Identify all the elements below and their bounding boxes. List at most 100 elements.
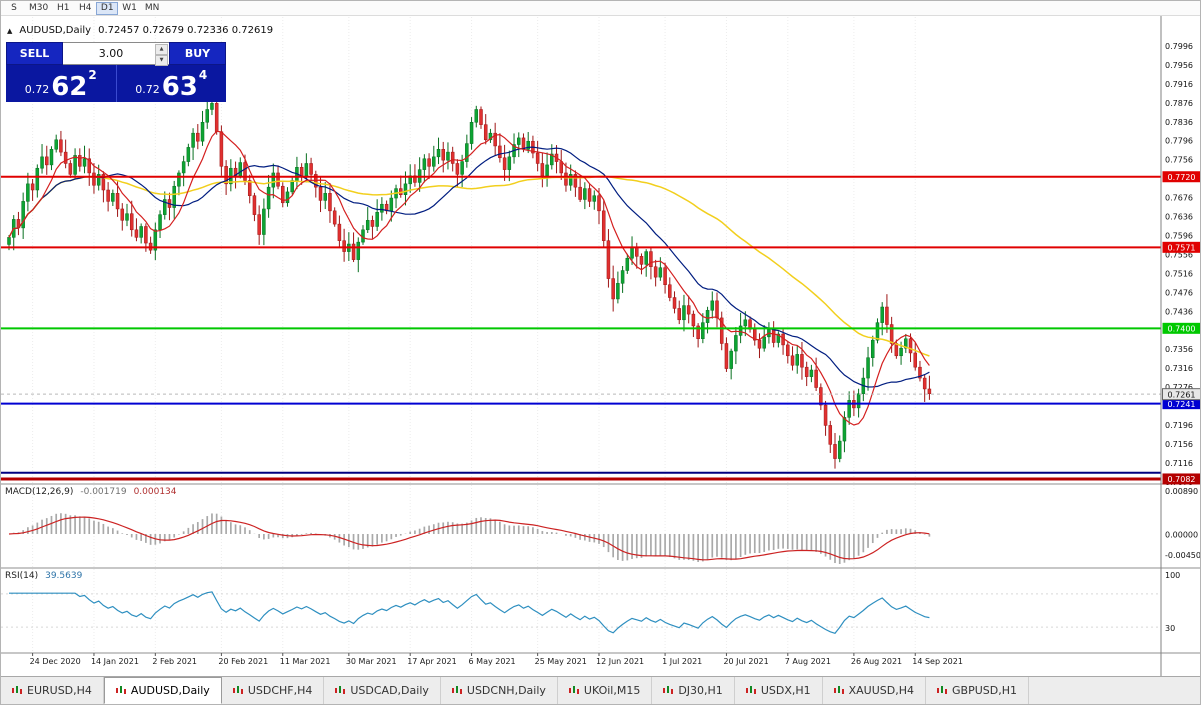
svg-text:0.7156: 0.7156 bbox=[1165, 440, 1193, 449]
svg-text:0.7276: 0.7276 bbox=[1165, 383, 1193, 392]
svg-text:100: 100 bbox=[1165, 571, 1180, 580]
chart-tab-usdcnh-daily[interactable]: USDCNH,Daily bbox=[441, 677, 558, 704]
chart-symbol-period: AUDUSD,Daily bbox=[19, 25, 92, 36]
chart-tab-usdcad-daily[interactable]: USDCAD,Daily bbox=[324, 677, 441, 704]
axes: 0.7996 0.7956 0.7916 0.7876 0.7836 0.7796 0.77… bbox=[1, 15, 1201, 678]
moving-averages bbox=[8, 130, 930, 426]
rsi-value: 39.5639 bbox=[45, 571, 83, 581]
chart-ohlc-values: 0.72457 0.72679 0.72336 0.72619 bbox=[98, 25, 274, 36]
chart-icon bbox=[833, 686, 844, 694]
trade-prices-row: 0.72 62 2 0.72 63 4 bbox=[6, 65, 226, 102]
volume-spinner: ▲ ▼ bbox=[155, 44, 168, 66]
rsi-name: RSI(14) bbox=[5, 571, 39, 581]
svg-text:0.7356: 0.7356 bbox=[1165, 345, 1193, 354]
svg-text:0.7476: 0.7476 bbox=[1165, 288, 1193, 297]
rsi-panel bbox=[1, 591, 1161, 634]
timeframe-button-w1[interactable]: W1 bbox=[118, 2, 141, 15]
svg-text:0.7636: 0.7636 bbox=[1165, 213, 1193, 222]
time-axis: 24 Dec 2020 14 Jan 2021 2 Feb 2021 20 Feb 2… bbox=[30, 653, 963, 666]
svg-text:20 Feb 2021: 20 Feb 2021 bbox=[218, 657, 268, 666]
buy-price-prefix: 0.72 bbox=[135, 83, 160, 96]
svg-text:0.7796: 0.7796 bbox=[1165, 137, 1193, 146]
chart-tab-gbpusd-h1[interactable]: GBPUSD,H1 bbox=[926, 677, 1029, 704]
candles bbox=[7, 93, 932, 469]
svg-text:0.7876: 0.7876 bbox=[1165, 99, 1193, 108]
chart-icon bbox=[937, 686, 948, 694]
chart-tab-eurusd-h4[interactable]: EURUSD,H4 bbox=[1, 677, 104, 704]
timeframe-button-h1[interactable]: H1 bbox=[52, 2, 74, 15]
sell-button[interactable]: SELL bbox=[6, 42, 63, 65]
macd-indicator-label: MACD(12,26,9) -0.001719 0.000134 bbox=[5, 487, 177, 497]
svg-text:0.7316: 0.7316 bbox=[1165, 364, 1193, 373]
chart-tab-ukoil-m15[interactable]: UKOil,M15 bbox=[558, 677, 653, 704]
chart-tab-label: XAUUSD,H4 bbox=[848, 684, 915, 697]
timeframe-button-m30[interactable]: M30 bbox=[25, 2, 52, 15]
chart-tab-label: USDCHF,H4 bbox=[247, 684, 313, 697]
buy-price-display[interactable]: 0.72 63 4 bbox=[115, 65, 226, 102]
svg-text:0.7596: 0.7596 bbox=[1165, 231, 1193, 240]
chart-tab-xauusd-h4[interactable]: XAUUSD,H4 bbox=[823, 677, 927, 704]
one-click-trading-toggle-icon[interactable]: ▲ bbox=[7, 26, 13, 35]
sell-price-display[interactable]: 0.72 62 2 bbox=[6, 65, 116, 102]
chart-tab-label: USDCAD,Daily bbox=[350, 684, 429, 697]
svg-text:0.7720: 0.7720 bbox=[1168, 173, 1196, 182]
horizontal-level-lines bbox=[1, 175, 1161, 481]
one-click-trading-panel: SELL 3.00 ▲ ▼ BUY 0.72 62 2 0.72 63 4 bbox=[6, 42, 226, 102]
sell-price-big: 62 bbox=[51, 72, 88, 102]
svg-text:0.7836: 0.7836 bbox=[1165, 118, 1193, 127]
chart-tab-dj30-h1[interactable]: DJ30,H1 bbox=[652, 677, 735, 704]
timeframe-button-h4[interactable]: H4 bbox=[74, 2, 96, 15]
svg-text:0.7516: 0.7516 bbox=[1165, 269, 1193, 278]
chart-tab-usdchf-h4[interactable]: USDCHF,H4 bbox=[222, 677, 325, 704]
chart-tab-usdx-h1[interactable]: USDX,H1 bbox=[735, 677, 823, 704]
chart-tab-audusd-daily[interactable]: AUDUSD,Daily bbox=[103, 677, 222, 704]
svg-text:12 Jun 2021: 12 Jun 2021 bbox=[596, 657, 644, 666]
svg-text:0.7556: 0.7556 bbox=[1165, 250, 1193, 259]
svg-text:0.00000: 0.00000 bbox=[1165, 531, 1198, 540]
chart-title: ▲ AUDUSD,Daily 0.72457 0.72679 0.72336 0… bbox=[7, 25, 273, 36]
volume-input[interactable]: 3.00 ▲ ▼ bbox=[63, 42, 169, 66]
svg-text:7 Aug 2021: 7 Aug 2021 bbox=[785, 657, 831, 666]
chart-tab-label: DJ30,H1 bbox=[678, 684, 723, 697]
svg-text:6 May 2021: 6 May 2021 bbox=[469, 657, 516, 666]
rsi-indicator-label: RSI(14) 39.5639 bbox=[5, 571, 82, 581]
svg-text:0.7196: 0.7196 bbox=[1165, 421, 1193, 430]
svg-text:0.00890: 0.00890 bbox=[1165, 487, 1198, 496]
chart-tab-label: UKOil,M15 bbox=[583, 684, 641, 697]
timeframe-button-d1[interactable]: D1 bbox=[96, 1, 119, 15]
buy-price-big: 63 bbox=[161, 72, 198, 102]
svg-text:0.7082: 0.7082 bbox=[1168, 475, 1196, 484]
sell-price-sup: 2 bbox=[88, 68, 97, 82]
timeframe-button-mn[interactable]: MN bbox=[141, 2, 164, 15]
svg-text:30: 30 bbox=[1165, 624, 1175, 633]
chart-icon bbox=[115, 686, 126, 694]
buy-button[interactable]: BUY bbox=[169, 42, 226, 65]
svg-text:24 Dec 2020: 24 Dec 2020 bbox=[30, 657, 81, 666]
timeframe-button-s[interactable]: S bbox=[3, 2, 25, 15]
volume-increase-button[interactable]: ▲ bbox=[155, 44, 168, 55]
chart-icon bbox=[568, 686, 579, 694]
svg-text:0.7436: 0.7436 bbox=[1165, 307, 1193, 316]
volume-decrease-button[interactable]: ▼ bbox=[155, 55, 168, 66]
svg-text:0.7261: 0.7261 bbox=[1168, 390, 1196, 399]
chart-icon bbox=[335, 686, 346, 694]
svg-text:17 Apr 2021: 17 Apr 2021 bbox=[407, 657, 456, 666]
svg-text:1 Jul 2021: 1 Jul 2021 bbox=[662, 657, 702, 666]
chart-tabs-bar: EURUSD,H4 AUDUSD,Daily USDCHF,H4 USDCAD,Dai… bbox=[1, 676, 1200, 704]
chart-tab-label: EURUSD,H4 bbox=[27, 684, 92, 697]
svg-text:26 Aug 2021: 26 Aug 2021 bbox=[851, 657, 902, 666]
chart-tab-label: USDX,H1 bbox=[760, 684, 811, 697]
volume-value: 3.00 bbox=[98, 47, 124, 60]
price-badges: 0.7720 0.7571 0.7400 0.7241 0.7082 0.7261 bbox=[1162, 171, 1200, 485]
svg-text:0.7676: 0.7676 bbox=[1165, 194, 1193, 203]
macd-name: MACD(12,26,9) bbox=[5, 487, 74, 497]
buy-price-sup: 4 bbox=[198, 68, 208, 82]
svg-text:0.7916: 0.7916 bbox=[1165, 80, 1193, 89]
svg-text:0.7116: 0.7116 bbox=[1165, 459, 1193, 468]
svg-text:0.7400: 0.7400 bbox=[1168, 325, 1196, 334]
chart-tab-label: USDCNH,Daily bbox=[466, 684, 546, 697]
svg-text:0.7956: 0.7956 bbox=[1165, 61, 1193, 70]
chart-icon bbox=[663, 686, 674, 694]
svg-text:-0.00450: -0.00450 bbox=[1165, 551, 1201, 560]
